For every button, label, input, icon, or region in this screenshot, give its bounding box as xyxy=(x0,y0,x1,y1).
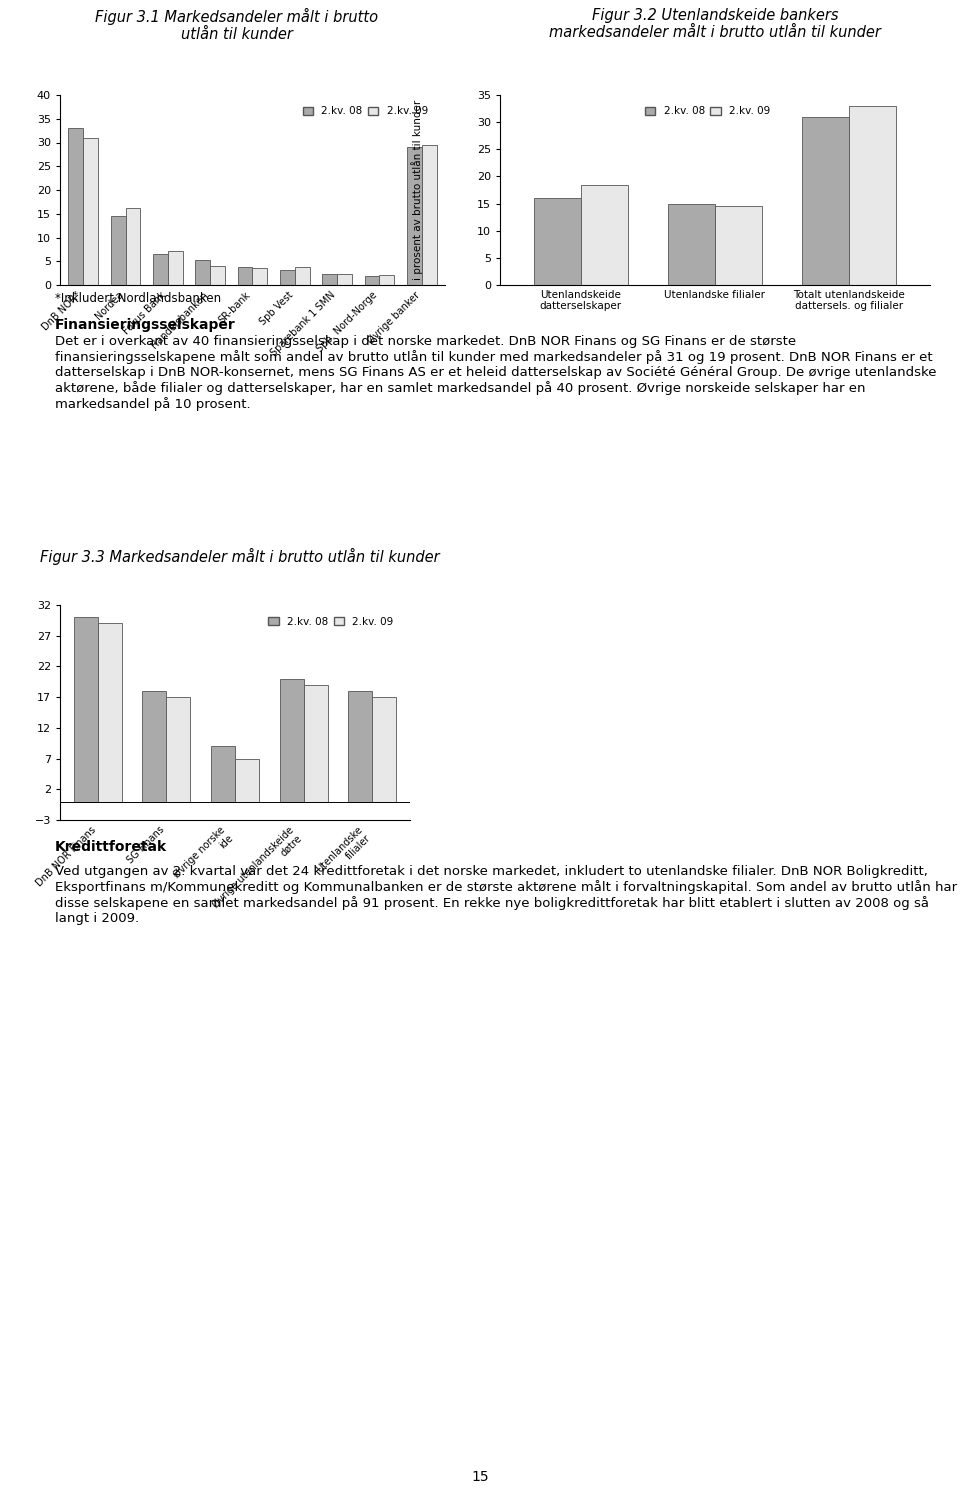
Bar xyxy=(534,199,581,285)
Bar xyxy=(348,692,372,802)
Legend: 2.kv. 08, 2.kv. 09: 2.kv. 08, 2.kv. 09 xyxy=(299,102,432,121)
Bar xyxy=(238,267,252,285)
Bar xyxy=(668,203,715,285)
Bar xyxy=(210,266,225,285)
Bar xyxy=(168,251,182,285)
Bar xyxy=(235,759,259,802)
Bar xyxy=(421,145,437,285)
Bar xyxy=(295,267,310,285)
Bar xyxy=(279,678,303,802)
Text: Finansieringsselskaper: Finansieringsselskaper xyxy=(55,318,236,332)
Text: Ved utgangen av 2. kvartal var det 24 kredittforetak i det norske markedet, inkl: Ved utgangen av 2. kvartal var det 24 kr… xyxy=(55,865,957,925)
Bar xyxy=(372,698,396,802)
Bar xyxy=(365,275,379,285)
Bar xyxy=(252,269,267,285)
Bar xyxy=(280,270,295,285)
Bar xyxy=(84,137,98,285)
Bar xyxy=(68,128,84,285)
Legend: 2.kv. 08, 2.kv. 09: 2.kv. 08, 2.kv. 09 xyxy=(640,102,775,121)
Bar xyxy=(126,208,140,285)
Text: 15: 15 xyxy=(471,1470,489,1484)
Text: *Inkludert Nordlandsbanken: *Inkludert Nordlandsbanken xyxy=(55,291,221,305)
Text: Figur 3.1 Markedsandeler målt i brutto
utlån til kunder: Figur 3.1 Markedsandeler målt i brutto u… xyxy=(95,7,378,42)
Bar xyxy=(379,275,395,285)
Y-axis label: i prosent av brutto utlån til kunder: i prosent av brutto utlån til kunder xyxy=(411,100,422,281)
Bar xyxy=(74,617,98,802)
Bar xyxy=(153,254,168,285)
Bar xyxy=(803,117,850,285)
Bar xyxy=(142,692,166,802)
Bar xyxy=(323,273,337,285)
Bar xyxy=(407,148,421,285)
Bar xyxy=(850,106,897,285)
Bar xyxy=(196,260,210,285)
Text: Kredittforetak: Kredittforetak xyxy=(55,840,167,855)
Text: Figur 3.3 Markedsandeler målt i brutto utlån til kunder: Figur 3.3 Markedsandeler målt i brutto u… xyxy=(40,548,440,565)
Bar xyxy=(166,698,190,802)
Bar xyxy=(98,623,122,802)
Bar xyxy=(337,273,352,285)
Legend: 2.kv. 08, 2.kv. 09: 2.kv. 08, 2.kv. 09 xyxy=(264,613,397,630)
Bar xyxy=(715,206,762,285)
Text: Det er i overkant av 40 finansieringsselskap i det norske markedet. DnB NOR Fina: Det er i overkant av 40 finansieringssel… xyxy=(55,335,937,411)
Bar xyxy=(303,684,327,802)
Bar xyxy=(110,217,126,285)
Bar xyxy=(211,747,235,802)
Text: Figur 3.2 Utenlandskeide bankers
markedsandeler målt i brutto utlån til kunder: Figur 3.2 Utenlandskeide bankers markeds… xyxy=(549,7,881,40)
Bar xyxy=(581,185,628,285)
